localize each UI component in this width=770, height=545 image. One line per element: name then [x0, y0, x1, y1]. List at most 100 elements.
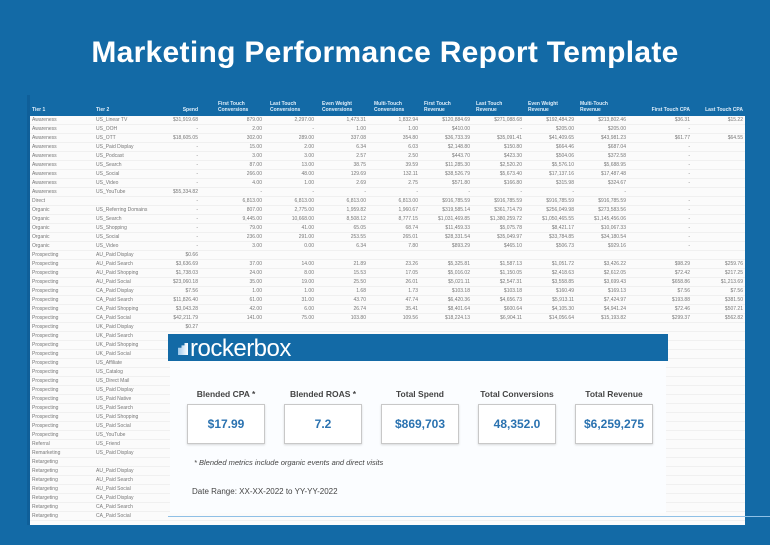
- blended-note: * Blended metrics include organic events…: [194, 458, 384, 467]
- column-header[interactable]: Multi-Touch Revenue: [580, 101, 608, 113]
- column-header[interactable]: Even Weight Revenue: [528, 101, 558, 113]
- table-cell: $17,487.48: [600, 171, 626, 177]
- column-header[interactable]: Last Touch Revenue: [476, 101, 503, 113]
- table-cell: $1,050,465.55: [542, 216, 574, 222]
- table-cell: $916,785.59: [494, 198, 522, 204]
- table-cell: $64.55: [727, 135, 743, 141]
- table-cell: $256,049.98: [546, 207, 574, 213]
- kpi-value: 48,352.0: [478, 404, 556, 444]
- table-cell: Prospecting: [32, 324, 59, 330]
- table-cell: 31.00: [301, 297, 314, 303]
- kpi-blended-roas: Blended ROAS * 7.2: [284, 389, 362, 444]
- table-cell: $42,211.79: [173, 315, 198, 321]
- table-cell: -: [688, 180, 690, 186]
- column-header[interactable]: Tier 2: [96, 107, 110, 113]
- column-header[interactable]: Last Touch Conversions: [270, 101, 301, 113]
- table-cell: US_Catalog: [96, 369, 123, 375]
- table-cell: $571.80: [451, 180, 470, 186]
- table-row: Prospecting CA_Paid Search $11,826.40 61.00…: [30, 296, 745, 305]
- table-cell: 103.80: [350, 315, 366, 321]
- table-cell: 6,813.00: [294, 198, 314, 204]
- table-cell: $72.46: [674, 306, 690, 312]
- table-cell: $120,884.69: [442, 117, 470, 123]
- table-cell: $103.18: [451, 288, 470, 294]
- table-row: Awareness US_Social - 266.00 48.00 129.69 132.…: [30, 170, 745, 179]
- table-cell: Organic: [32, 216, 50, 222]
- table-cell: US_YouTube: [96, 189, 126, 195]
- table-cell: 65.05: [353, 225, 366, 231]
- table-cell: 266.00: [246, 171, 262, 177]
- table-cell: US_Paid Social: [96, 423, 131, 429]
- table-cell: -: [260, 189, 262, 195]
- column-header[interactable]: Tier 1: [32, 107, 46, 113]
- rockerbox-header: rockerbox: [168, 334, 668, 363]
- table-cell: -: [468, 189, 470, 195]
- table-cell: 265.01: [402, 234, 418, 240]
- column-header[interactable]: First Touch Conversions: [218, 101, 249, 113]
- rockerbox-logo: rockerbox: [178, 335, 291, 363]
- kpi-total-conversions: Total Conversions 48,352.0: [478, 389, 556, 444]
- table-cell: 48.00: [301, 171, 314, 177]
- table-cell: $2,520.20: [499, 162, 522, 168]
- table-cell: AU_Paid Social: [96, 279, 131, 285]
- table-cell: 2.57: [356, 153, 366, 159]
- kpi-label: Blended CPA *: [196, 389, 256, 399]
- table-cell: $160.49: [555, 288, 574, 294]
- table-cell: $33,784.85: [548, 234, 574, 240]
- table-cell: 2.00: [304, 144, 314, 150]
- table-row: Organic US_Search - 9,445.00 10,668.00 8,508.…: [30, 215, 745, 224]
- table-cell: 6.00: [304, 306, 314, 312]
- table-cell: $1,051.72: [551, 261, 574, 267]
- table-cell: 1.00: [304, 288, 314, 294]
- table-cell: $15.22: [727, 117, 743, 123]
- table-cell: Retargeting: [32, 468, 58, 474]
- table-cell: 2.69: [356, 180, 366, 186]
- table-cell: 47.74: [405, 297, 418, 303]
- kpi-blended-cpa: Blended CPA * $17.99: [187, 389, 265, 444]
- column-header[interactable]: First Touch CPA: [651, 107, 690, 113]
- column-header[interactable]: First Touch Revenue: [424, 101, 451, 113]
- table-cell: -: [688, 153, 690, 159]
- table-cell: 289.00: [298, 135, 314, 141]
- table-cell: 3.00: [252, 243, 262, 249]
- table-cell: Prospecting: [32, 306, 59, 312]
- table-cell: 6.03: [408, 144, 418, 150]
- table-cell: $36,733.39: [444, 135, 470, 141]
- column-header[interactable]: Spend: [182, 107, 198, 113]
- table-cell: US_Linear TV: [96, 117, 128, 123]
- table-cell: -: [196, 171, 198, 177]
- table-cell: Prospecting: [32, 288, 59, 294]
- table-cell: $6,904.11: [500, 315, 522, 321]
- table-row: Organic US_Social - 236.00 291.00 253.55 265.0…: [30, 233, 745, 242]
- table-cell: $410.00: [451, 126, 470, 132]
- column-header[interactable]: Even Weight Conversions: [322, 101, 353, 113]
- table-cell: -: [196, 126, 198, 132]
- table-cell: US_Paid Display: [96, 450, 134, 456]
- table-cell: 25.50: [353, 279, 366, 285]
- table-cell: $8,421.17: [551, 225, 574, 231]
- table-cell: $23,060.18: [172, 279, 198, 285]
- table-cell: 15.53: [353, 270, 366, 276]
- kpi-label: Total Spend: [395, 389, 444, 399]
- table-cell: 6,813.00: [398, 198, 418, 204]
- table-cell: 253.55: [350, 234, 366, 240]
- table-cell: -: [688, 243, 690, 249]
- table-cell: $0.66: [185, 252, 198, 258]
- table-cell: -: [196, 153, 198, 159]
- table-cell: 2,775.00: [294, 207, 314, 213]
- table-cell: 15.00: [249, 144, 262, 150]
- table-cell: 8.00: [304, 270, 314, 276]
- kpi-total-revenue: Total Revenue $6,259,275: [575, 389, 653, 444]
- table-cell: Prospecting: [32, 369, 59, 375]
- table-cell: CA_Paid Display: [96, 288, 134, 294]
- table-cell: Prospecting: [32, 405, 59, 411]
- table-cell: $55,334.82: [172, 189, 198, 195]
- table-cell: US_Shopping: [96, 225, 127, 231]
- table-row: Awareness US_OOH - 2.00 - 1.00 1.00 $410.00 - $20…: [30, 125, 745, 134]
- table-cell: $205.00: [555, 126, 574, 132]
- table-cell: AU_Paid Search: [96, 477, 133, 483]
- column-header[interactable]: Last Touch CPA: [705, 107, 743, 113]
- table-row: Organic US_Shopping - 79.00 41.00 65.05 68.74 $…: [30, 224, 745, 233]
- column-header[interactable]: Multi-Touch Conversions: [374, 101, 405, 113]
- table-cell: US_Referring Domains: [96, 207, 148, 213]
